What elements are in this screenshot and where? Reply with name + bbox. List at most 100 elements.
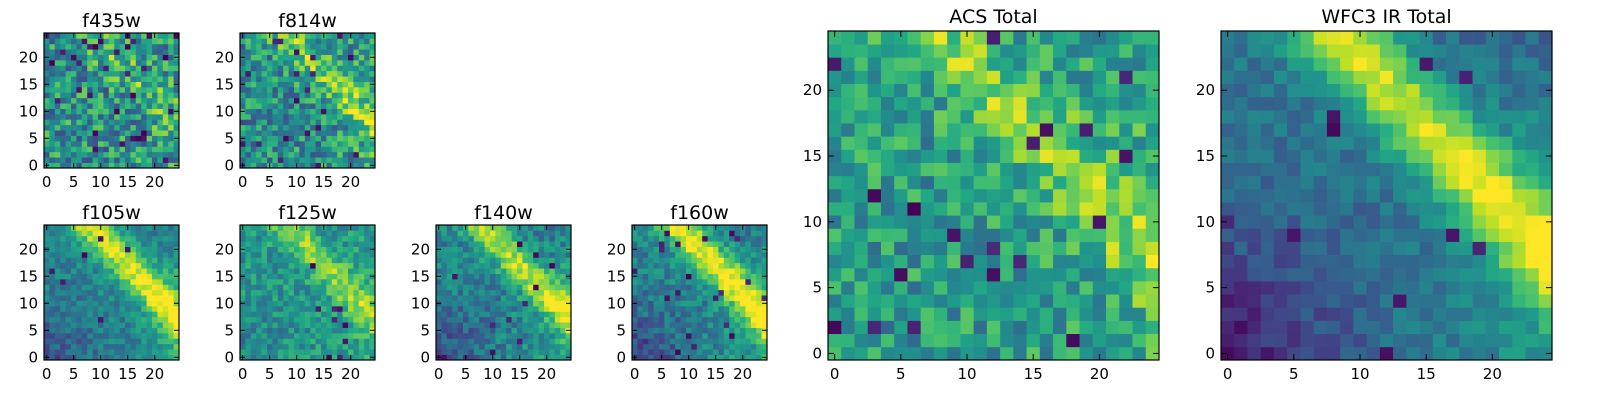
- heatmap-cell: [54, 343, 61, 350]
- heatmap-cell: [920, 44, 935, 58]
- heatmap-cell: [1119, 188, 1133, 203]
- heatmap-cell: [446, 252, 453, 258]
- heatmap-cell: [686, 257, 692, 264]
- heatmap-cell: [71, 151, 77, 158]
- heatmap-cell: [157, 316, 164, 323]
- heatmap-cell: [261, 225, 268, 231]
- panel-title-f814w: f814w: [278, 10, 337, 32]
- heatmap-cell: [240, 311, 246, 318]
- heatmap-cell: [707, 257, 714, 264]
- heatmap-cell: [315, 33, 322, 39]
- heatmap-cell: [173, 306, 180, 312]
- heatmap-cell: [632, 311, 638, 318]
- heatmap-cell: [511, 338, 518, 345]
- heatmap-cell: [71, 97, 77, 104]
- heatmap-cell: [479, 338, 485, 345]
- heatmap-cell: [141, 65, 147, 72]
- heatmap-cell: [441, 225, 448, 231]
- heatmap-cell: [713, 235, 719, 242]
- heatmap-cell: [54, 311, 61, 318]
- heatmap-cell: [119, 162, 126, 169]
- heatmap-cell: [240, 146, 246, 153]
- heatmap-cell: [288, 97, 295, 104]
- heatmap-cell: [533, 300, 539, 307]
- heatmap-cell: [250, 114, 257, 120]
- heatmap-cell: [304, 70, 311, 77]
- heatmap-cell: [565, 268, 572, 274]
- heatmap-cell: [299, 338, 306, 345]
- heatmap-cell: [463, 316, 469, 323]
- heatmap-cell: [299, 316, 306, 323]
- heatmap-cell: [87, 349, 93, 355]
- heatmap-cell: [310, 146, 316, 153]
- heatmap-cell: [310, 76, 316, 82]
- heatmap-cell: [664, 343, 671, 350]
- heatmap-cell: [527, 257, 534, 264]
- heatmap-cell: [867, 254, 882, 269]
- heatmap-cell: [740, 273, 746, 280]
- heatmap-cell: [696, 262, 703, 269]
- heatmap-cell: [173, 151, 180, 158]
- heatmap-cell: [723, 295, 730, 301]
- heatmap-cell: [299, 333, 306, 339]
- heatmap-cell: [734, 241, 741, 247]
- heatmap-cell: [240, 97, 246, 104]
- heatmap-cell: [44, 119, 50, 126]
- heatmap-cell: [756, 338, 762, 345]
- heatmap-cell: [168, 333, 174, 339]
- heatmap-cell: [173, 311, 180, 318]
- heatmap-cell: [1013, 254, 1027, 269]
- heatmap-cell: [527, 230, 534, 237]
- heatmap-cell: [642, 262, 649, 269]
- heatmap-cell: [506, 322, 512, 328]
- heatmap-cell: [245, 257, 252, 264]
- heatmap-cell: [267, 279, 273, 285]
- heatmap-cell: [141, 146, 147, 153]
- heatmap-cell: [108, 87, 115, 93]
- heatmap-cell: [495, 333, 502, 339]
- heatmap-cell: [152, 65, 158, 72]
- heatmap-cell: [1106, 281, 1120, 295]
- heatmap-cell: [565, 322, 572, 328]
- heatmap-cell: [353, 92, 360, 99]
- heatmap-cell: [358, 130, 365, 136]
- heatmap-cell: [1013, 188, 1027, 203]
- heatmap-cell: [277, 151, 284, 158]
- heatmap-cell: [168, 76, 174, 82]
- heatmap-cell: [65, 333, 72, 339]
- heatmap-cell: [463, 289, 469, 296]
- heatmap-cell: [103, 135, 110, 142]
- heatmap-cell: [342, 141, 349, 147]
- heatmap-cell: [1000, 320, 1014, 335]
- heatmap-cell: [761, 230, 768, 237]
- heatmap-cell: [299, 354, 306, 361]
- heatmap-cell: [1145, 281, 1160, 295]
- heatmap-cell: [277, 268, 284, 274]
- heatmap-cell: [986, 333, 1001, 348]
- heatmap-cell: [71, 257, 77, 264]
- heatmap-cell: [756, 306, 762, 312]
- heatmap-cell: [549, 252, 556, 258]
- heatmap-cell: [734, 284, 741, 291]
- heatmap-cell: [696, 327, 703, 334]
- heatmap-cell: [1079, 281, 1094, 295]
- heatmap-cell: [1079, 149, 1094, 163]
- heatmap-cell: [1092, 307, 1107, 321]
- heatmap-cell: [60, 322, 66, 328]
- heatmap-cell: [696, 349, 703, 355]
- heatmap-cell: [173, 130, 180, 136]
- heatmap-cell: [294, 252, 300, 258]
- heatmap-cell: [65, 87, 72, 93]
- heatmap-cell: [108, 257, 115, 264]
- heatmap-cell: [272, 38, 279, 45]
- heatmap-cell: [1221, 294, 1235, 308]
- heatmap-cell: [162, 252, 169, 258]
- heatmap-cell: [960, 346, 974, 361]
- heatmap-cell: [1287, 294, 1301, 308]
- heatmap-cell: [288, 327, 295, 334]
- heatmap-cell: [854, 162, 869, 177]
- heatmap-cell: [637, 279, 644, 285]
- heatmap-cell: [473, 316, 480, 323]
- heatmap-cell: [272, 338, 279, 345]
- heatmap-cell: [1287, 307, 1301, 321]
